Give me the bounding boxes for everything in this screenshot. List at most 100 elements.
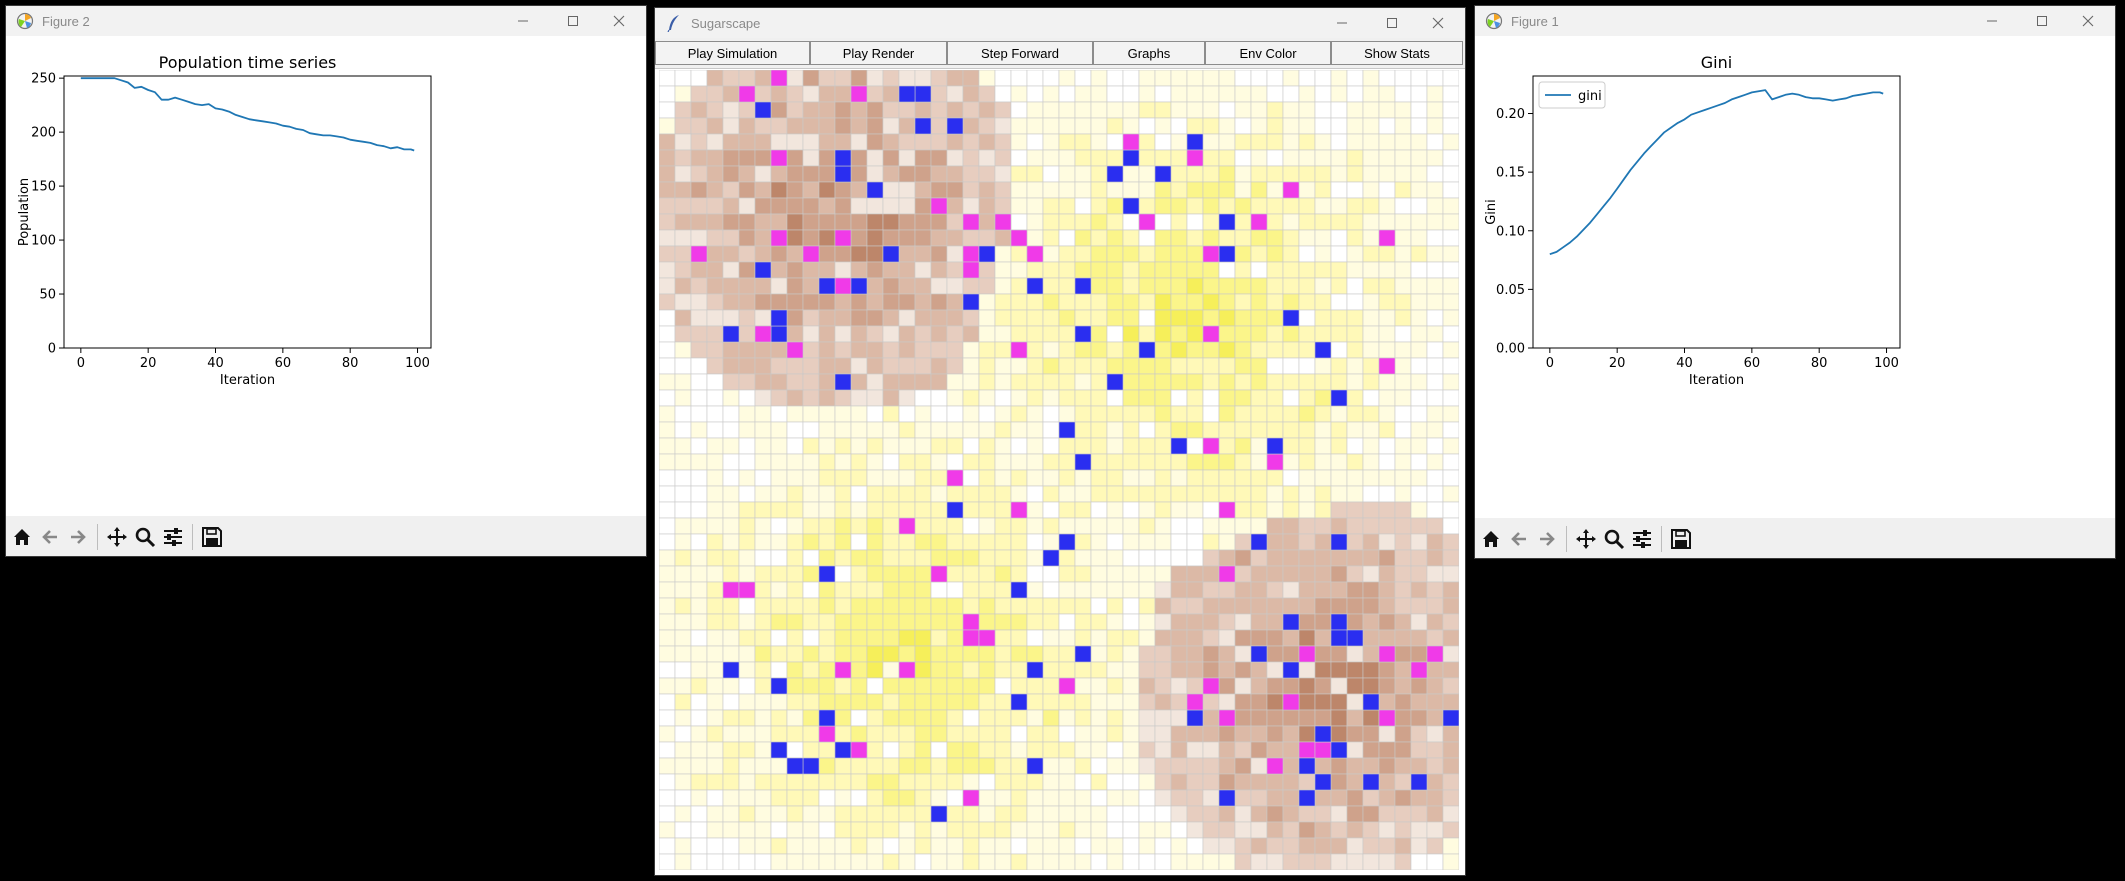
back-arrow-icon[interactable] — [1508, 528, 1530, 550]
agent-magenta — [818, 725, 836, 743]
y-tick-label: 0.15 — [1496, 166, 1525, 181]
grid-cell — [1442, 373, 1460, 391]
grid-cell — [1170, 357, 1188, 375]
grid-cell — [1170, 405, 1188, 423]
grid-cell — [1074, 229, 1092, 247]
play-simulation-button[interactable]: Play Simulation — [655, 41, 810, 65]
grid-cell — [1106, 469, 1124, 487]
configure-subplots-icon[interactable] — [162, 526, 184, 548]
maximize-button[interactable] — [1369, 8, 1415, 38]
grid-cell — [1170, 101, 1188, 119]
grid-cell — [1058, 709, 1076, 727]
minimize-button[interactable] — [500, 6, 546, 36]
grid-cell — [898, 469, 916, 487]
pan-icon[interactable] — [106, 526, 128, 548]
grid-cell — [818, 309, 836, 327]
agent-magenta — [1058, 677, 1076, 695]
grid-cell — [946, 245, 964, 263]
grid-cell — [866, 581, 884, 599]
grid-cell — [706, 293, 724, 311]
figure1-titlebar[interactable]: Figure 1 — [1475, 6, 2115, 36]
grid-cell — [1122, 261, 1140, 279]
close-button[interactable] — [596, 6, 642, 36]
grid-cell — [882, 213, 900, 231]
grid-cell — [1042, 229, 1060, 247]
zoom-icon[interactable] — [1603, 528, 1625, 550]
minimize-button[interactable] — [1969, 6, 2015, 36]
grid-cell — [1186, 501, 1204, 519]
grid-cell — [1154, 629, 1172, 647]
show-stats-button[interactable]: Show Stats — [1331, 41, 1463, 65]
maximize-button[interactable] — [2019, 6, 2065, 36]
grid-cell — [1250, 469, 1268, 487]
grid-cell — [882, 741, 900, 759]
grid-cell — [1138, 645, 1156, 663]
close-button[interactable] — [2065, 6, 2111, 36]
grid-cell — [978, 533, 996, 551]
maximize-button[interactable] — [550, 6, 596, 36]
agent-blue — [882, 245, 900, 263]
grid-cell — [674, 453, 692, 471]
grid-cell — [946, 789, 964, 807]
back-arrow-icon[interactable] — [39, 526, 61, 548]
grid-cell — [898, 485, 916, 503]
grid-cell — [850, 261, 868, 279]
grid-cell — [1266, 533, 1284, 551]
grid-cell — [1426, 501, 1444, 519]
sugarscape-grid[interactable] — [658, 69, 1460, 871]
pan-icon[interactable] — [1575, 528, 1597, 550]
grid-cell — [786, 197, 804, 215]
grid-cell — [754, 437, 772, 455]
play-render-button[interactable]: Play Render — [810, 41, 947, 65]
forward-arrow-icon[interactable] — [1536, 528, 1558, 550]
close-button[interactable] — [1415, 8, 1461, 38]
grid-cell — [898, 709, 916, 727]
grid-cell — [1138, 693, 1156, 711]
grid-cell — [1186, 389, 1204, 407]
env-color-button[interactable]: Env Color — [1205, 41, 1331, 65]
grid-cell — [978, 661, 996, 679]
grid-cell — [1282, 277, 1300, 295]
grid-cell — [1378, 261, 1396, 279]
grid-cell — [1010, 117, 1028, 135]
grid-cell — [1442, 645, 1460, 663]
grid-cell — [898, 309, 916, 327]
grid-cell — [690, 165, 708, 183]
step-forward-button[interactable]: Step Forward — [947, 41, 1093, 65]
grid-cell — [882, 517, 900, 535]
grid-cell — [786, 581, 804, 599]
minimize-button[interactable] — [1319, 8, 1365, 38]
save-icon[interactable] — [1670, 528, 1692, 550]
grid-cell — [818, 469, 836, 487]
grid-cell — [1442, 69, 1460, 87]
forward-arrow-icon[interactable] — [67, 526, 89, 548]
grid-cell — [1298, 661, 1316, 679]
save-icon[interactable] — [201, 526, 223, 548]
grid-cell — [802, 117, 820, 135]
grid-cell — [1314, 661, 1332, 679]
grid-cell — [1330, 341, 1348, 359]
grid-cell — [1106, 661, 1124, 679]
graphs-button[interactable]: Graphs — [1093, 41, 1205, 65]
zoom-icon[interactable] — [134, 526, 156, 548]
home-icon[interactable] — [1480, 528, 1502, 550]
grid-cell — [946, 757, 964, 775]
configure-subplots-icon[interactable] — [1631, 528, 1653, 550]
grid-cell — [706, 453, 724, 471]
grid-cell — [1202, 773, 1220, 791]
grid-cell — [898, 629, 916, 647]
figure2-titlebar[interactable]: Figure 2 — [6, 6, 646, 36]
grid-cell — [978, 693, 996, 711]
grid-cell — [802, 597, 820, 615]
grid-cell — [754, 773, 772, 791]
grid-cell — [1202, 789, 1220, 807]
agent-magenta — [1378, 709, 1396, 727]
grid-cell — [882, 677, 900, 695]
grid-cell — [1410, 405, 1428, 423]
grid-cell — [1426, 389, 1444, 407]
home-icon[interactable] — [11, 526, 33, 548]
agent-blue — [834, 149, 852, 167]
grid-cell — [1170, 677, 1188, 695]
sugarscape-titlebar[interactable]: Sugarscape — [655, 8, 1465, 38]
grid-cell — [1138, 709, 1156, 727]
